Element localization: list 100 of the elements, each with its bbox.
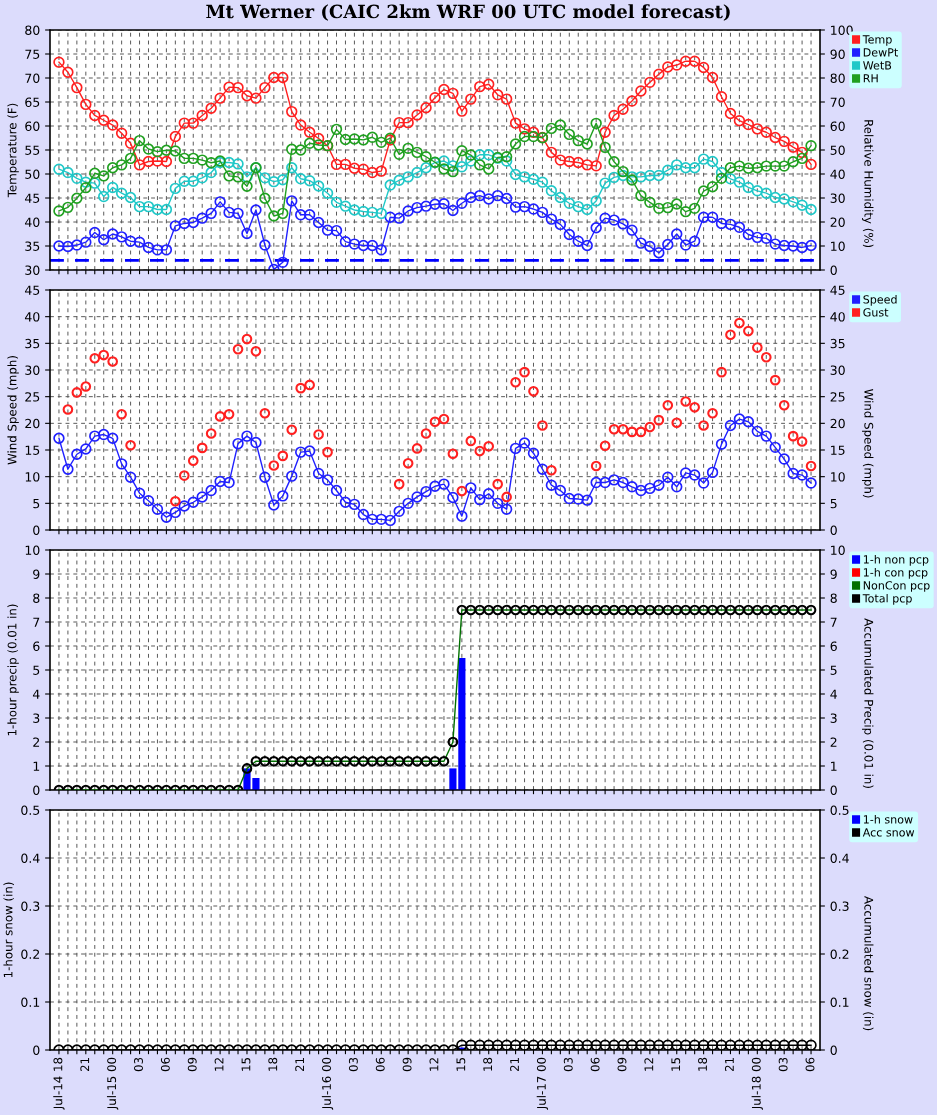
x-tick-label: Jul-14 18 bbox=[53, 1057, 65, 1110]
y-tick-label: 6 bbox=[33, 641, 40, 651]
y2-tick-label: 30 bbox=[830, 365, 845, 375]
legend-label: Gust bbox=[863, 308, 889, 317]
chart-title: Mt Werner (CAIC 2km WRF 00 UTC model forecast) bbox=[206, 4, 730, 21]
y2-tick-label: 4 bbox=[830, 689, 837, 699]
y-tick-label: 40 bbox=[24, 312, 40, 322]
legend-label: NonCon pcp bbox=[863, 581, 930, 592]
y2-tick-label: 70 bbox=[830, 97, 845, 107]
y2-tick-label: 10 bbox=[831, 241, 845, 251]
y-tick-label: 35 bbox=[25, 241, 40, 251]
y2-tick-label: 0 bbox=[830, 785, 837, 795]
y-tick-label: 5 bbox=[33, 498, 40, 509]
y-tick-label: 20 bbox=[25, 418, 40, 429]
y2-tick-label: 3 bbox=[830, 713, 837, 723]
y2-tick-label: 7 bbox=[830, 617, 837, 627]
y2-tick-label: 40 bbox=[830, 169, 845, 179]
y-tick-label: 0.3 bbox=[21, 901, 40, 911]
y2-axis-title: Accumulated snow (in) bbox=[862, 896, 874, 1031]
y2-axis-title: Wind Speed (mph) bbox=[862, 389, 874, 498]
y-tick-label: 3 bbox=[33, 713, 40, 723]
y-tick-label: 0.4 bbox=[21, 853, 40, 863]
y-tick-label: 15 bbox=[25, 445, 40, 455]
x-tick-label: 06 bbox=[805, 1057, 815, 1072]
y-tick-label: 80 bbox=[25, 25, 40, 35]
legend-label: 1-h snow bbox=[863, 815, 913, 824]
y-tick-label: 65 bbox=[25, 97, 40, 107]
y-tick-label: 9 bbox=[33, 569, 40, 579]
x-tick-label: 12 bbox=[644, 1058, 654, 1071]
legend-label: Speed bbox=[863, 295, 897, 306]
y-tick-label: 7 bbox=[33, 617, 40, 627]
y2-tick-label: 10 bbox=[831, 472, 845, 482]
y2-tick-label: 35 bbox=[830, 338, 845, 349]
y-axis-title: Temperature (F) bbox=[7, 103, 19, 198]
y-tick-label: 50 bbox=[25, 169, 40, 179]
x-tick-label: 12 bbox=[429, 1058, 439, 1071]
y2-tick-label: 20 bbox=[830, 217, 845, 227]
y2-tick-label: 8 bbox=[830, 593, 837, 603]
y-tick-label: 0.1 bbox=[21, 997, 40, 1007]
y-tick-label: 75 bbox=[25, 49, 40, 59]
y-tick-label: 2 bbox=[33, 737, 40, 747]
y2-tick-label: 5 bbox=[830, 498, 837, 509]
y2-tick-label: 30 bbox=[830, 193, 845, 203]
y2-tick-label: 15 bbox=[831, 445, 845, 455]
x-tick-label: 18 bbox=[268, 1057, 278, 1071]
y2-axis-title: Relative Humidity (%) bbox=[862, 120, 874, 248]
x-tick-label: 18 bbox=[483, 1057, 493, 1071]
y-tick-label: 4 bbox=[32, 689, 40, 699]
y2-tick-label: 20 bbox=[830, 418, 845, 429]
x-tick-label: 18 bbox=[698, 1057, 708, 1071]
y2-tick-label: 0.1 bbox=[830, 997, 849, 1007]
y-tick-label: 40 bbox=[24, 217, 40, 227]
y-axis-title: 1-hour precip (0.01 in) bbox=[7, 604, 19, 736]
y-tick-label: 60 bbox=[25, 121, 40, 131]
y-tick-label: 10 bbox=[25, 472, 40, 482]
legend-label: Total pcp bbox=[862, 593, 912, 605]
x-tick-label: 09 bbox=[402, 1057, 412, 1072]
y2-tick-label: 0.4 bbox=[830, 853, 849, 863]
y2-tick-label: 40 bbox=[830, 312, 845, 322]
legend-label: 1-h non pcp bbox=[863, 555, 929, 566]
legend-label: Acc snow bbox=[862, 828, 915, 837]
x-tick-label: Jul-17 00 bbox=[536, 1057, 549, 1110]
x-tick-label: 06 bbox=[375, 1057, 385, 1072]
y-tick-label: 1 bbox=[33, 761, 40, 771]
x-tick-label: 09 bbox=[617, 1057, 627, 1072]
y2-tick-label: 9 bbox=[830, 569, 837, 579]
y2-tick-label: 45 bbox=[830, 285, 845, 295]
x-tick-label: 03 bbox=[348, 1057, 358, 1072]
y2-tick-label: 0 bbox=[830, 525, 837, 535]
y2-tick-label: 60 bbox=[830, 121, 845, 131]
y2-tick-label: 10 bbox=[831, 545, 845, 555]
x-tick-label: 21 bbox=[80, 1058, 90, 1072]
y-tick-label: 0.5 bbox=[21, 805, 40, 815]
legend-label: WetB bbox=[863, 61, 892, 70]
x-tick-label: Jul-15 00 bbox=[106, 1057, 119, 1110]
y-axis-title: Wind Speed (mph) bbox=[7, 356, 19, 465]
y2-tick-label: 2 bbox=[830, 737, 837, 747]
y2-tick-label: 6 bbox=[830, 641, 837, 651]
y-tick-label: 70 bbox=[25, 73, 40, 83]
legend-label: Temp bbox=[862, 35, 892, 46]
x-tick-label: 21 bbox=[510, 1058, 519, 1072]
y2-tick-label: 0 bbox=[830, 1045, 837, 1055]
x-tick-label: 03 bbox=[134, 1057, 143, 1072]
y-tick-label: 35 bbox=[25, 338, 40, 349]
y2-tick-label: 80 bbox=[830, 73, 845, 83]
x-tick-label: 15 bbox=[671, 1057, 681, 1071]
y2-tick-label: 50 bbox=[830, 145, 845, 155]
y2-tick-label: 90 bbox=[830, 49, 845, 59]
y2-tick-label: 0.3 bbox=[830, 901, 849, 911]
x-tick-label: 03 bbox=[778, 1057, 788, 1072]
y-tick-label: 45 bbox=[24, 285, 40, 295]
x-tick-label: 06 bbox=[160, 1057, 170, 1072]
y-tick-label: 0 bbox=[33, 1045, 40, 1055]
x-tick-label: 03 bbox=[563, 1057, 573, 1072]
y2-axis-title: Accumulated Precip (0.01 in) bbox=[862, 618, 874, 788]
legend-label: DewPt bbox=[863, 48, 898, 57]
y-tick-label: 8 bbox=[33, 593, 40, 603]
legend-label: RH bbox=[863, 74, 878, 83]
y-tick-label: 0 bbox=[33, 525, 40, 535]
legend-label: 1-h con pcp bbox=[863, 567, 928, 579]
